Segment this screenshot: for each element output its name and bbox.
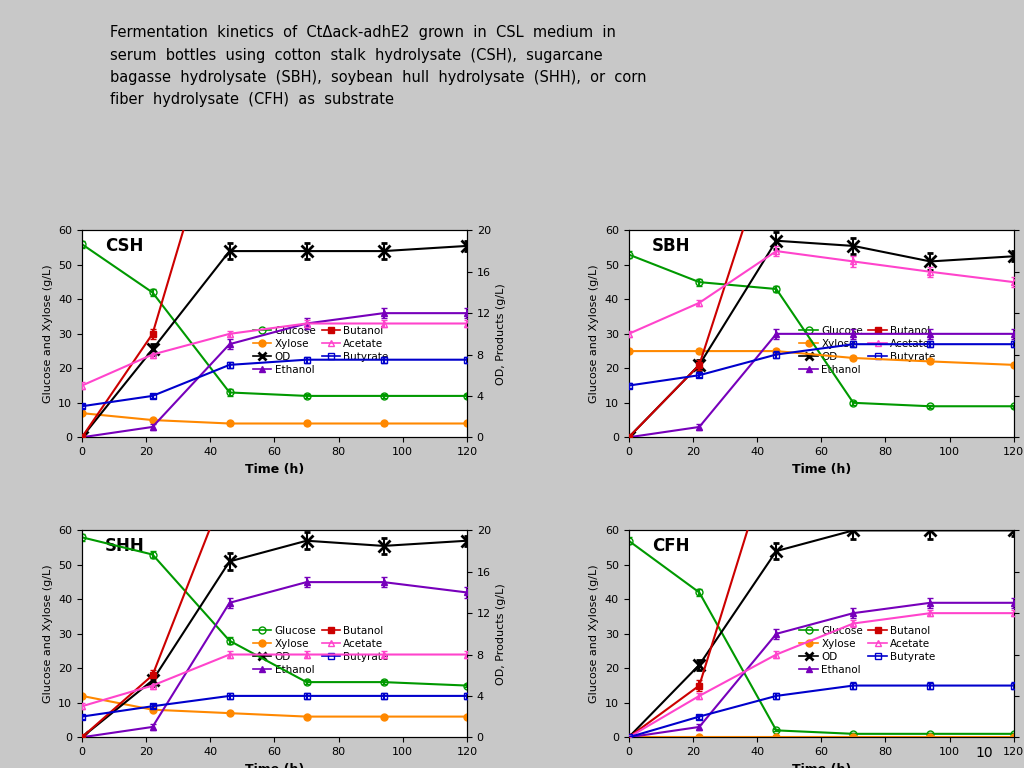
Text: SBH: SBH	[652, 237, 690, 255]
Text: Fermentation  kinetics  of  CtΔack-adhE2  grown  in  CSL  medium  in
serum  bott: Fermentation kinetics of CtΔack-adhE2 gr…	[110, 25, 646, 107]
Legend: Glucose, Xylose, OD, Ethanol, Butanol, Acetate, Butyrate: Glucose, Xylose, OD, Ethanol, Butanol, A…	[796, 322, 940, 379]
Legend: Glucose, Xylose, OD, Ethanol, Butanol, Acetate, Butyrate: Glucose, Xylose, OD, Ethanol, Butanol, A…	[796, 621, 940, 679]
Text: CFH: CFH	[652, 537, 689, 554]
Y-axis label: Glucose and Xylose (g/L): Glucose and Xylose (g/L)	[43, 264, 52, 403]
Legend: Glucose, Xylose, OD, Ethanol, Butanol, Acetate, Butyrate: Glucose, Xylose, OD, Ethanol, Butanol, A…	[249, 322, 393, 379]
Text: CSH: CSH	[105, 237, 143, 255]
X-axis label: Time (h): Time (h)	[245, 763, 304, 768]
X-axis label: Time (h): Time (h)	[245, 462, 304, 475]
Legend: Glucose, Xylose, OD, Ethanol, Butanol, Acetate, Butyrate: Glucose, Xylose, OD, Ethanol, Butanol, A…	[249, 621, 393, 679]
Y-axis label: Glucose and Xylose (g/L): Glucose and Xylose (g/L)	[589, 264, 599, 403]
Y-axis label: OD, Products (g/L): OD, Products (g/L)	[497, 583, 507, 685]
Text: 10: 10	[976, 746, 993, 760]
Text: SHH: SHH	[105, 537, 144, 554]
Y-axis label: Glucose and Xylose (g/L): Glucose and Xylose (g/L)	[43, 564, 52, 703]
X-axis label: Time (h): Time (h)	[792, 763, 851, 768]
Y-axis label: Glucose and Xylose (g/L): Glucose and Xylose (g/L)	[589, 564, 599, 703]
X-axis label: Time (h): Time (h)	[792, 462, 851, 475]
Y-axis label: OD, Products (g/L): OD, Products (g/L)	[497, 283, 507, 385]
